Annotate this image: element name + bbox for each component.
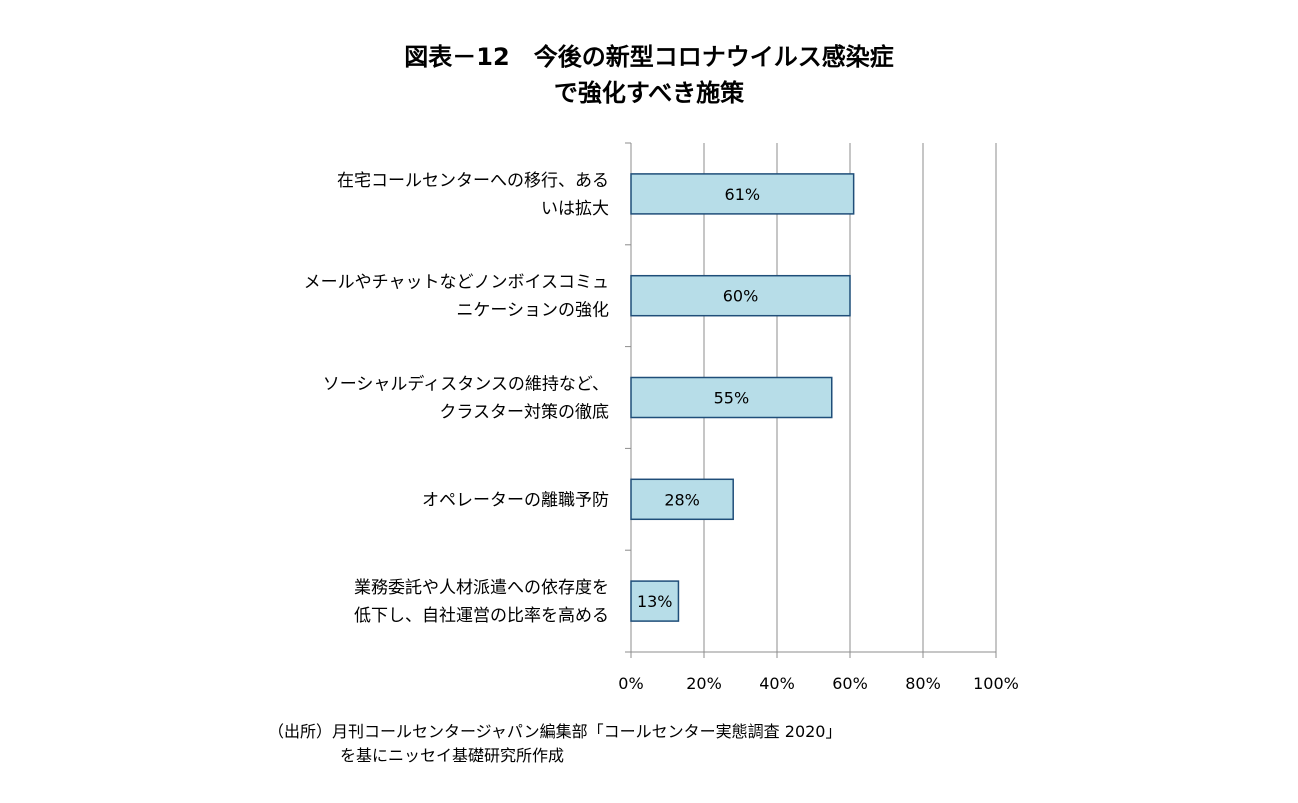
category-label: クラスター対策の徹底: [439, 403, 609, 423]
bar: [630, 274, 851, 317]
category-label: いは拡大: [541, 199, 609, 219]
category-label: 業務委託や人材派遣への依存度を: [354, 578, 609, 598]
bar: [630, 376, 833, 419]
bar-data-label: 60%: [723, 287, 759, 306]
x-tick-label: 0%: [618, 674, 643, 693]
x-tick-label: 20%: [686, 674, 722, 693]
bar-data-label: 55%: [714, 389, 750, 408]
category-label: 在宅コールセンターへの移行、ある: [337, 171, 609, 191]
x-tick-label: 80%: [905, 674, 941, 693]
source-note-line1: （出所）月刊コールセンタージャパン編集部「コールセンター実態調査 2020」: [268, 722, 842, 741]
category-label: 低下し、自社運営の比率を高める: [354, 606, 609, 626]
category-label: オペレーターの離職予防: [422, 490, 609, 510]
bar-data-label: 13%: [637, 592, 673, 611]
x-tick-label: 100%: [973, 674, 1019, 693]
chart-title-line1: 図表－12 今後の新型コロナウイルス感染症: [404, 43, 894, 71]
bar: [630, 580, 680, 622]
chart-title-line2: で強化すべき施策: [553, 79, 745, 107]
bar: [630, 173, 855, 215]
x-tick-label: 40%: [759, 674, 795, 693]
bar: [630, 478, 734, 521]
source-note-line2: を基にニッセイ基礎研究所作成: [340, 746, 565, 765]
bar-data-label: 28%: [664, 490, 700, 509]
category-label: ニケーションの強化: [456, 301, 609, 321]
bar-data-label: 61%: [725, 185, 761, 204]
category-label: ソーシャルディスタンスの維持など、: [323, 374, 609, 395]
category-label: メールやチャットなどノンボイスコミュ: [304, 273, 609, 293]
x-tick-label: 60%: [832, 674, 868, 693]
